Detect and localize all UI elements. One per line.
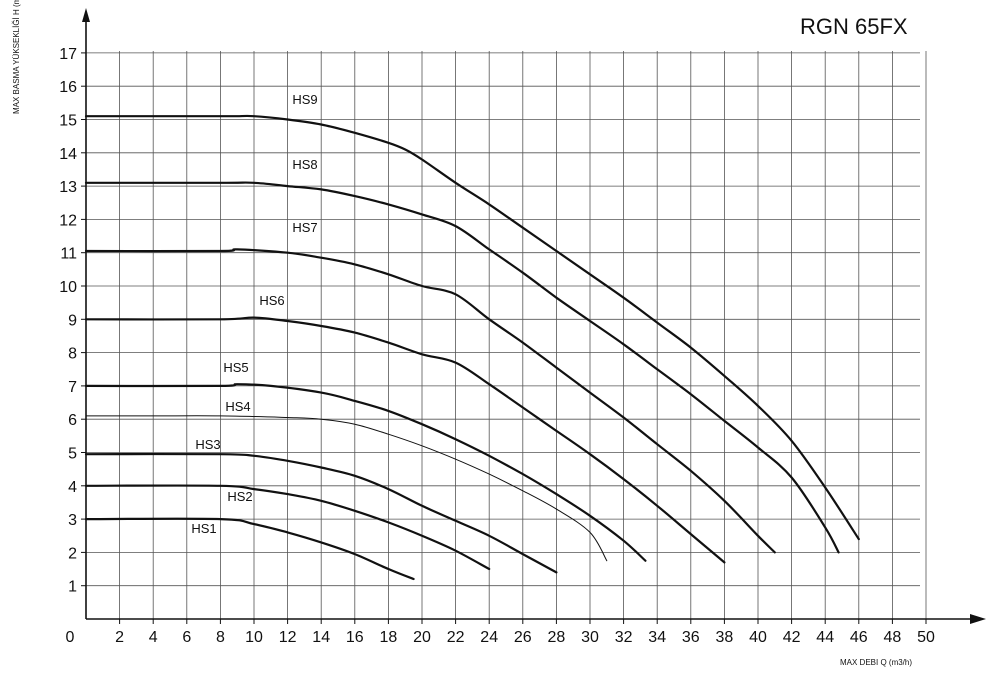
series-lines [84,114,860,581]
series-line-hs8 [84,181,840,554]
chart-title: RGN 65FX [800,14,908,39]
y-tick-label: 8 [68,346,77,363]
x-tick-label: 26 [514,629,532,646]
y-tick-label: 17 [59,46,77,63]
axes [81,8,986,624]
series-line-hs4 [85,415,608,562]
series-label-hs1: HS1 [191,521,216,536]
x-tick-label: 44 [816,629,834,646]
series-label-hs6: HS6 [259,293,284,308]
x-axis-label: MAX DEBI Q (m3/h) [840,658,913,667]
series-line-hs5 [84,383,647,562]
x-tick-label: 36 [682,629,700,646]
series-line-hs6 [84,316,726,564]
series-label-hs8: HS8 [292,157,317,172]
y-tick-label: 2 [68,545,77,562]
y-tick-label: 9 [68,312,77,329]
x-tick-label: 42 [783,629,801,646]
y-tick-label: 4 [68,479,77,496]
x-tick-label: 14 [312,629,330,646]
series-line-hs7 [84,248,776,554]
y-tick-label: 13 [59,179,77,196]
series-label-hs3: HS3 [195,437,220,452]
y-tick-label: 11 [60,246,77,263]
x-axis-arrow [970,614,986,624]
y-tick-label: 1 [68,579,77,596]
x-tick-label: 24 [480,629,498,646]
series-labels: HS1 HS2 HS3 HS4 HS5 HS6 HS7 HS8 HS9 [191,92,317,536]
x-tick-label: 4 [149,629,158,646]
x-tick-label: 38 [716,629,734,646]
x-tick-label: 32 [615,629,633,646]
y-tick-label: 10 [59,279,77,296]
x-tick-label: 20 [413,629,431,646]
y-tick-label: 6 [68,412,77,429]
series-label-hs4: HS4 [225,399,250,414]
y-axis-arrow [82,8,90,22]
tick-labels: 0 2 4 6 8 10 12 14 16 18 20 22 24 26 28 30 32 34 36 38 40 42 4… [59,46,935,646]
series-label-hs2: HS2 [227,489,252,504]
series-line-hs2 [84,484,491,571]
x-tick-label: 0 [66,629,75,646]
y-tick-label: 12 [59,212,77,229]
series-line-hs1 [84,517,415,581]
x-tick-label: 48 [884,629,902,646]
y-tick-label: 15 [59,113,77,130]
x-tick-label: 46 [850,629,868,646]
grid [86,51,927,619]
x-tick-label: 22 [447,629,465,646]
x-tick-label: 6 [182,629,191,646]
series-label-hs9: HS9 [292,92,317,107]
x-tick-label: 12 [279,629,297,646]
x-tick-label: 34 [648,629,666,646]
x-tick-label: 50 [917,629,935,646]
x-tick-label: 10 [245,629,263,646]
x-tick-label: 30 [581,629,599,646]
series-line-hs3 [84,452,558,574]
x-tick-label: 40 [749,629,767,646]
x-tick-label: 16 [346,629,364,646]
series-label-hs5: HS5 [223,360,248,375]
x-tick-label: 28 [548,629,566,646]
x-tick-label: 8 [216,629,225,646]
y-tick-label: 7 [68,379,77,396]
y-tick-label: 14 [59,146,77,163]
series-label-hs7: HS7 [292,220,317,235]
x-tick-label: 2 [115,629,124,646]
series-line-hs9 [84,114,860,541]
x-tick-label: 18 [380,629,398,646]
y-tick-label: 3 [68,512,77,529]
y-tick-label: 16 [59,79,77,96]
y-tick-label: 5 [68,446,77,463]
